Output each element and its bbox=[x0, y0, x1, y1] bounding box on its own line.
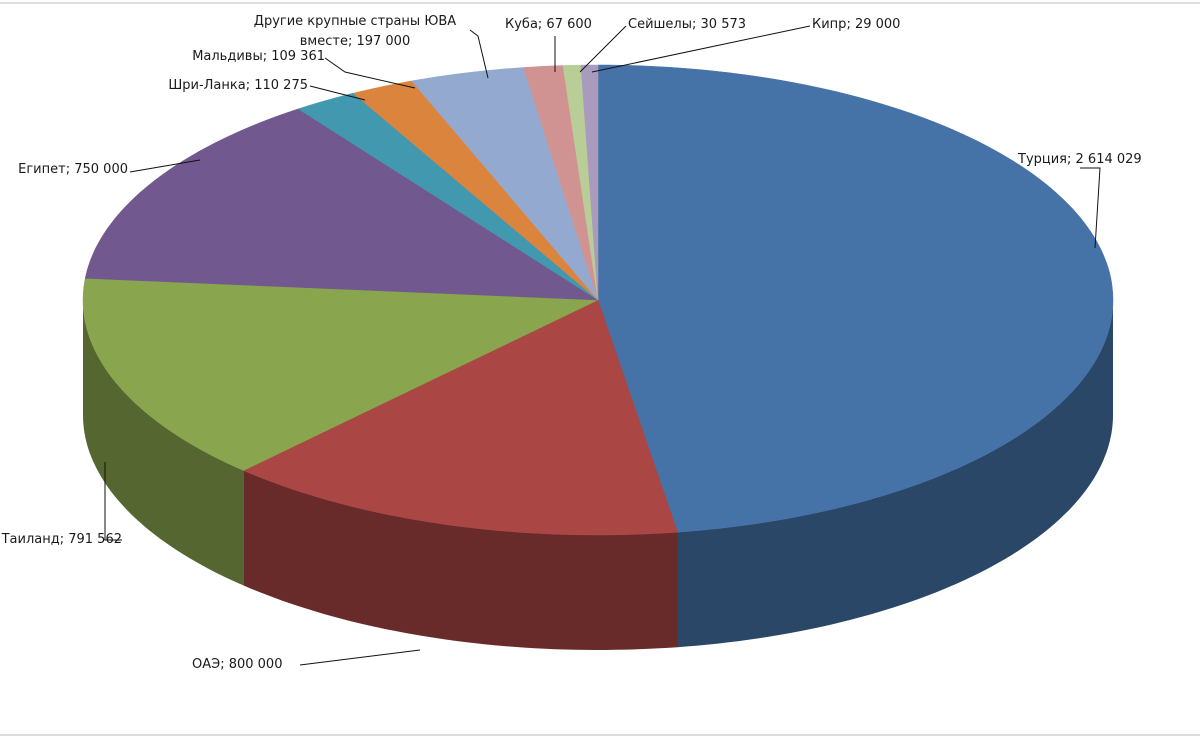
leader-line bbox=[324, 57, 416, 89]
label-separator: ; bbox=[245, 78, 255, 93]
label-value: 2 614 029 bbox=[1075, 152, 1142, 167]
pie-slice bbox=[580, 64, 599, 301]
leader-line bbox=[299, 649, 421, 666]
data-label: Кипр; 29 000 bbox=[812, 15, 900, 35]
pie-slice bbox=[297, 92, 599, 301]
data-label: Сейшелы; 30 573 bbox=[628, 15, 746, 35]
pie-slice bbox=[597, 64, 1114, 533]
label-separator: ; bbox=[1067, 152, 1076, 167]
label-category: Шри-Ланка bbox=[168, 78, 246, 93]
data-label: Египет; 750 000 bbox=[18, 160, 128, 180]
pie-slice bbox=[242, 299, 678, 536]
pie-slice-side bbox=[83, 300, 244, 586]
label-separator: ; bbox=[692, 17, 701, 32]
label-separator: ; bbox=[846, 17, 855, 32]
label-value: 791 562 bbox=[68, 532, 122, 547]
label-category: Сейшелы bbox=[628, 17, 692, 32]
label-value: 110 275 bbox=[254, 78, 308, 93]
pie-slice bbox=[82, 278, 599, 471]
label-category: ОАЭ bbox=[192, 657, 221, 672]
pie-slice-side bbox=[243, 470, 678, 650]
label-category: Турция bbox=[1018, 152, 1068, 167]
label-separator: ; bbox=[59, 532, 69, 547]
label-value: 750 000 bbox=[74, 162, 128, 177]
leader-line bbox=[1080, 167, 1101, 249]
data-label: Таиланд; 791 562 bbox=[2, 530, 122, 550]
leader-line bbox=[579, 25, 627, 73]
label-category: Мальдивы bbox=[192, 49, 263, 64]
data-label: Куба; 67 600 bbox=[505, 15, 592, 35]
label-value: 29 000 bbox=[854, 17, 901, 32]
leader-line bbox=[309, 85, 366, 101]
data-label: Мальдивы; 109 361 bbox=[192, 47, 325, 67]
label-value: 109 361 bbox=[271, 49, 325, 64]
label-separator: ; bbox=[347, 34, 357, 49]
data-label: Шри-Ланка; 110 275 bbox=[168, 76, 308, 96]
leader-line bbox=[469, 29, 489, 79]
label-category: Египет bbox=[18, 162, 66, 177]
label-separator: ; bbox=[65, 162, 75, 177]
label-value: 800 000 bbox=[228, 657, 283, 672]
leader-line bbox=[129, 159, 201, 173]
label-separator: ; bbox=[262, 49, 272, 64]
pie-slice bbox=[84, 108, 599, 301]
data-label: Другие крупные страны ЮВА вместе; 197 00… bbox=[230, 12, 480, 52]
leader-line bbox=[104, 462, 122, 541]
label-value: 197 000 bbox=[356, 34, 411, 49]
label-category: Куба bbox=[505, 17, 538, 32]
data-label: Турция; 2 614 029 bbox=[1018, 150, 1142, 170]
label-separator: ; bbox=[537, 17, 547, 32]
pie-slice-side bbox=[677, 300, 1113, 648]
label-separator: ; bbox=[220, 657, 229, 672]
label-value: 30 573 bbox=[700, 17, 747, 32]
label-category: Кипр bbox=[812, 17, 847, 32]
pie-slice bbox=[352, 80, 599, 301]
label-category: Таиланд bbox=[1, 532, 60, 547]
label-category: Другие крупные страны ЮВА вместе bbox=[253, 14, 457, 49]
leader-line bbox=[591, 25, 811, 73]
pie-slice bbox=[411, 67, 599, 301]
label-value: 67 600 bbox=[546, 17, 592, 32]
data-label: ОАЭ; 800 000 bbox=[192, 655, 282, 675]
